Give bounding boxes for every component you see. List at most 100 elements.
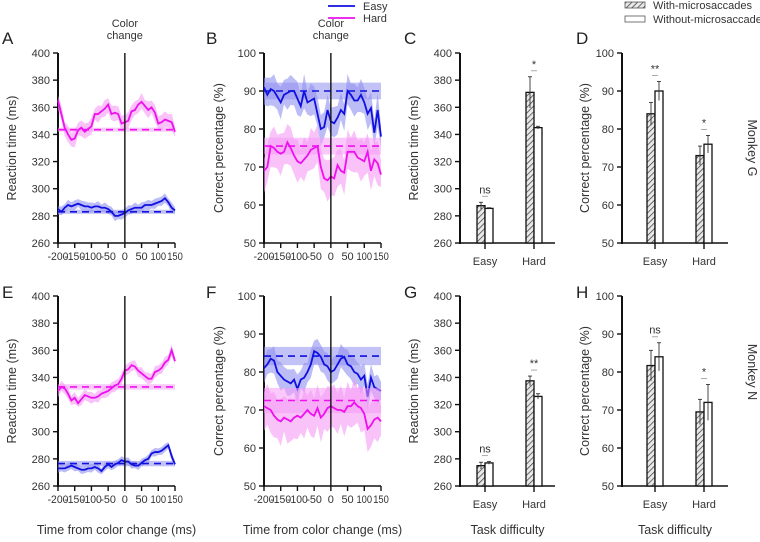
category-label-hard: Hard	[522, 499, 546, 511]
y-tick-label: 320	[32, 400, 50, 412]
x-tick-label: -50	[100, 251, 116, 263]
hard-baseline-band	[58, 127, 175, 132]
easy-ci-band	[58, 193, 175, 222]
y-tick-label: 340	[32, 129, 50, 141]
y-tick-label: 90	[244, 329, 256, 341]
x-tick-label: -50	[100, 494, 116, 506]
x-tick-label: -200	[48, 251, 69, 263]
y-axis-label: Reaction time (ms)	[407, 339, 421, 444]
y-tick-label: 90	[602, 329, 614, 341]
y-tick-label: 100	[596, 48, 614, 60]
significance-label: *	[702, 117, 707, 129]
y-tick-label: 80	[244, 367, 256, 379]
y-tick-label: 340	[434, 372, 452, 384]
y-tick-label: 340	[434, 129, 452, 141]
y-tick-label: 280	[32, 454, 50, 466]
y-tick-label: 360	[32, 345, 50, 357]
category-label-easy: Easy	[473, 256, 498, 268]
x-tick-label: 150	[167, 494, 183, 506]
easy-series-line	[58, 443, 176, 473]
y-tick-label: 70	[244, 162, 256, 174]
y-tick-label: 360	[434, 345, 452, 357]
y-tick-label: 360	[32, 102, 50, 114]
category-label-hard: Hard	[522, 256, 546, 268]
row-label-monkey-g: Monkey G	[745, 120, 759, 177]
x-tick-label: 50	[341, 251, 353, 263]
y-axis-label: Correct percentage (%)	[212, 83, 226, 213]
x-axis-label: Time from color change (ms)	[243, 523, 402, 537]
y-tick-label: 400	[32, 291, 50, 303]
easy-ci-band	[58, 442, 175, 475]
legend-with-label: With-microsaccades	[653, 0, 753, 12]
x-tick-label: -200	[254, 494, 275, 506]
y-tick-label: 380	[32, 318, 50, 330]
y-tick-label: 380	[434, 318, 452, 330]
panel-letter: D	[576, 29, 588, 48]
y-tick-label: 320	[434, 400, 452, 412]
x-tick-label: 0	[122, 251, 128, 263]
x-tick-label: 50	[135, 494, 147, 506]
y-tick-label: 100	[596, 291, 614, 303]
with-bar-hard	[525, 380, 535, 487]
panel-h: H 50 60 70 80 90 100 Correct percentage (%) Easy…	[576, 283, 728, 537]
significance-label: **	[651, 64, 660, 76]
panel-a: A 260 280 300 320 340 360 380 400 Reaction time (…	[2, 18, 183, 263]
color-change-label: Color change	[313, 18, 349, 42]
y-tick-label: 80	[244, 124, 256, 136]
panel-g: G 260 280 300 320 340 360 380 400 Reaction time (…	[404, 283, 555, 537]
x-tick-label: -50	[306, 494, 322, 506]
panel-b: B 50 60 70 80 90 100 Correct percentage (%) Colo…	[206, 18, 389, 263]
panel-letter: F	[206, 283, 216, 302]
panel-letter: A	[2, 29, 14, 48]
y-tick-label: 280	[434, 211, 452, 223]
legend-hard-label: Hard	[363, 13, 387, 25]
y-tick-label: 60	[244, 443, 256, 455]
hard-series-line	[57, 100, 176, 141]
y-tick-label: 400	[434, 291, 452, 303]
legend-without-swatch	[624, 15, 646, 23]
panel-letter: E	[2, 283, 13, 302]
with-bar-easy	[476, 205, 486, 244]
panel-letter: H	[576, 283, 588, 302]
panel-c: C 260 280 300 320 340 360 380 400 Reaction time (…	[404, 29, 555, 268]
category-label-hard: Hard	[692, 256, 716, 268]
x-tick-label: 150	[373, 251, 389, 263]
color-change-label: Color change	[107, 18, 143, 42]
x-tick-label: 150	[373, 494, 389, 506]
easy-series-line	[263, 86, 382, 137]
x-tick-label: 50	[135, 251, 147, 263]
row-label-monkey-n: Monkey N	[745, 344, 759, 400]
category-label-easy: Easy	[643, 499, 668, 511]
y-tick-label: 70	[602, 405, 614, 417]
y-tick-label: 60	[602, 200, 614, 212]
y-tick-label: 300	[434, 184, 452, 196]
y-tick-label: 300	[32, 184, 50, 196]
x-tick-label: 0	[328, 251, 334, 263]
x-tick-label: 150	[167, 251, 183, 263]
y-tick-label: 70	[244, 405, 256, 417]
line-legend: Easy Hard	[328, 1, 388, 25]
y-tick-label: 300	[434, 427, 452, 439]
y-tick-label: 80	[602, 124, 614, 136]
y-tick-label: 100	[238, 48, 256, 60]
panel-letter: C	[404, 29, 416, 48]
y-tick-label: 260	[434, 238, 452, 250]
y-tick-label: 80	[602, 367, 614, 379]
with-bar-easy	[646, 364, 656, 487]
y-tick-label: 50	[244, 238, 256, 250]
y-axis-label: Correct percentage (%)	[212, 326, 226, 456]
y-tick-label: 320	[434, 157, 452, 169]
with-bar-hard	[695, 154, 705, 244]
without-bar-easy	[654, 356, 664, 487]
significance-label: ns	[479, 444, 491, 456]
significance-label: *	[702, 367, 707, 379]
x-axis-label: Task difficulty	[470, 523, 545, 537]
without-bar-hard	[703, 143, 713, 244]
y-tick-label: 50	[602, 238, 614, 250]
significance-label: ns	[479, 184, 491, 196]
y-tick-label: 320	[32, 157, 50, 169]
x-tick-label: -100	[287, 251, 308, 263]
category-label-hard: Hard	[692, 499, 716, 511]
x-tick-label: -200	[254, 251, 275, 263]
